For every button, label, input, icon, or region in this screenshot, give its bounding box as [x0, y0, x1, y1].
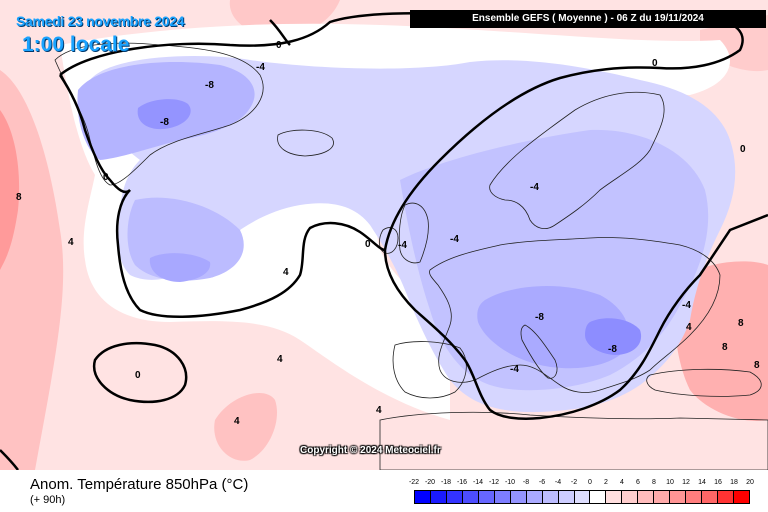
color-scale-swatch — [734, 491, 750, 503]
label-zero: 0 — [103, 172, 109, 183]
label-zero: 0 — [276, 40, 282, 51]
color-scale-swatch — [718, 491, 735, 503]
color-scale-tick: -20 — [424, 479, 436, 486]
color-scale-tick: -18 — [440, 479, 452, 486]
color-scale-tick: 18 — [730, 479, 738, 486]
color-scale-swatch — [462, 491, 479, 503]
color-scale-swatch — [590, 491, 607, 503]
color-scale-tick: 2 — [604, 479, 608, 486]
lead-time: (+ 90h) — [30, 494, 66, 506]
color-scale-tick: 0 — [588, 479, 592, 486]
color-scale-labels: -22 -20 -18 -16 -14 -12 -10 -8 -6 -4 -2 0 2 4 6 8 10 12 14… — [409, 479, 754, 489]
label-minus8: -8 — [535, 312, 544, 323]
copyright-notice: Copyright © 2024 Meteociel.fr — [300, 445, 441, 456]
cold-anomaly-balkans-core — [585, 318, 642, 355]
warm-anomaly-far-west — [0, 110, 20, 270]
color-scale-tick: 16 — [714, 479, 722, 486]
label-minus4: -4 — [256, 62, 265, 73]
color-scale-tick: -4 — [554, 479, 562, 486]
label-minus8: -8 — [205, 80, 214, 91]
forecast-local-time: 1:00 locale — [22, 33, 130, 56]
color-scale-swatch — [446, 491, 463, 503]
label-plus4: 4 — [68, 237, 74, 248]
color-scale-swatch — [510, 491, 527, 503]
label-zero: 0 — [740, 144, 746, 155]
parameter-title: Anom. Température 850hPa (°C) — [30, 476, 249, 493]
label-minus4: -4 — [398, 240, 407, 251]
label-zero: 0 — [652, 58, 658, 69]
map-canvas: 0 0 0 0 0 0 -4 -4 -4 -4 -4 -4 -8 -8 -8 -… — [0, 0, 768, 470]
label-plus4: 4 — [277, 354, 283, 365]
label-plus4: 4 — [234, 416, 240, 427]
color-scale-swatch — [558, 491, 575, 503]
label-plus4: 4 — [283, 267, 289, 278]
color-scale-swatch — [430, 491, 447, 503]
label-plus8: 8 — [16, 192, 22, 203]
color-scale-swatch — [702, 491, 719, 503]
color-scale-swatch — [606, 491, 623, 503]
color-scale-swatch — [670, 491, 687, 503]
warm-anomaly-east — [674, 261, 768, 421]
color-scale-tick: -6 — [538, 479, 546, 486]
label-minus8: -8 — [160, 117, 169, 128]
model-info-banner: Ensemble GEFS ( Moyenne ) - 06 Z du 19/1… — [410, 10, 766, 28]
isoline-labels: 0 0 0 0 0 0 -4 -4 -4 -4 -4 -4 -8 -8 -8 -… — [16, 40, 760, 427]
label-minus4: -4 — [510, 364, 519, 375]
label-minus8: -8 — [608, 344, 617, 355]
color-scale-bar — [414, 490, 750, 504]
color-scale-swatch — [686, 491, 703, 503]
color-scale-tick: -22 — [408, 479, 420, 486]
color-scale-swatch — [622, 491, 639, 503]
color-scale-tick: -8 — [522, 479, 530, 486]
color-scale-swatch — [638, 491, 655, 503]
label-plus4: 4 — [376, 405, 382, 416]
color-scale-swatch — [494, 491, 511, 503]
color-scale-tick: 12 — [682, 479, 690, 486]
label-plus8: 8 — [722, 342, 728, 353]
color-scale-tick: -10 — [504, 479, 516, 486]
forecast-date: Samedi 23 novembre 2024 — [16, 13, 185, 29]
color-scale-swatch — [542, 491, 559, 503]
cold-anomaly-atlantic-core — [149, 253, 211, 282]
label-plus8: 8 — [754, 360, 760, 371]
warm-anomaly-southwest — [214, 392, 278, 461]
color-scale-tick: 8 — [652, 479, 656, 486]
zero-isolines — [0, 12, 768, 470]
color-scale-tick: 6 — [636, 479, 640, 486]
color-scale-tick: -16 — [456, 479, 468, 486]
label-zero: 0 — [135, 370, 141, 381]
color-scale-tick: 4 — [620, 479, 624, 486]
color-scale-swatch — [654, 491, 671, 503]
color-scale-swatch — [526, 491, 543, 503]
label-minus4: -4 — [450, 234, 459, 245]
color-scale-tick: -12 — [488, 479, 500, 486]
color-scale-swatch — [478, 491, 495, 503]
cold-anomaly-alps — [477, 285, 629, 369]
color-scale-tick: -2 — [570, 479, 578, 486]
label-zero: 0 — [365, 239, 371, 250]
label-plus4: 4 — [686, 322, 692, 333]
color-scale-tick: -14 — [472, 479, 484, 486]
color-scale-swatch — [574, 491, 591, 503]
color-scale-tick: 10 — [666, 479, 674, 486]
color-scale-swatch — [415, 491, 431, 503]
label-plus8: 8 — [738, 318, 744, 329]
color-scale-tick: 20 — [746, 479, 754, 486]
label-minus4: -4 — [530, 182, 539, 193]
cold-anomaly-greenland-core — [137, 99, 191, 130]
color-scale-tick: 14 — [698, 479, 706, 486]
label-minus4: -4 — [682, 300, 691, 311]
temperature-anomaly-map: 0 0 0 0 0 0 -4 -4 -4 -4 -4 -4 -8 -8 -8 -… — [0, 0, 768, 470]
